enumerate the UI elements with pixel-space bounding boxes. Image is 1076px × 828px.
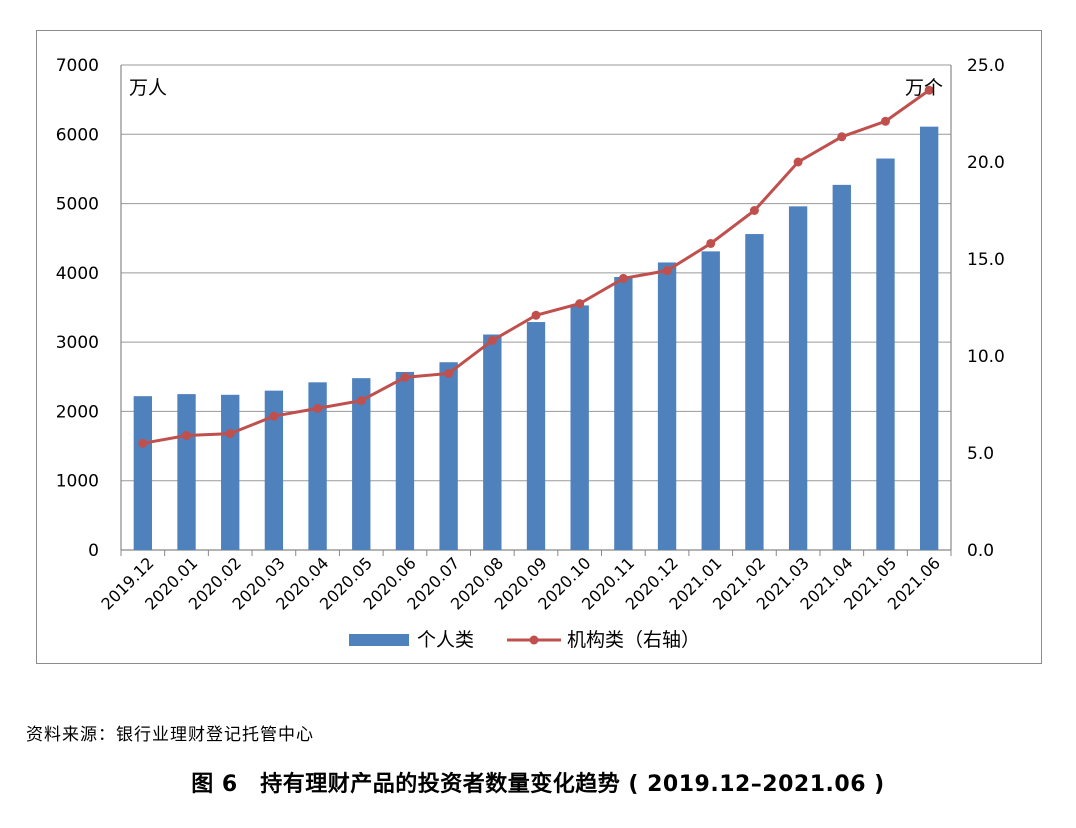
left-tick-label: 4000 [56,264,99,284]
bar [483,334,502,550]
bar [919,126,939,551]
line-point [575,299,585,309]
bar [352,378,371,550]
bar [526,322,546,550]
left-tick-label: 7000 [56,56,99,76]
source-note: 资料来源：银行业理财登记托管中心 [26,725,314,745]
line-point [618,273,628,283]
left-tick-label: 2000 [56,402,99,422]
line-point [313,403,323,413]
chart-frame: 0 1000 2000 3000 4000 5000 6000 7000 0.0 5.0 10.0 1… [36,30,1042,664]
line-point [793,157,803,167]
right-tick-label: 5.0 [967,444,994,464]
left-axis-unit: 万人 [129,77,167,99]
bar [745,234,764,551]
bar [221,394,240,550]
line-point [531,310,541,320]
line-point [182,431,192,441]
line-point [356,396,366,406]
line-point [924,85,934,95]
line-point [487,335,497,345]
bar [395,371,415,550]
bar [264,390,284,550]
right-tick-label: 20.0 [967,153,1005,173]
line-point [444,368,454,378]
bar [788,206,808,551]
bar [701,251,720,550]
left-tick-label: 6000 [56,125,99,145]
bar [439,362,458,550]
left-tick-label: 3000 [56,333,99,353]
left-tick-label: 1000 [56,472,99,492]
legend-swatch-bar [349,634,409,646]
line-point [400,372,410,382]
bar [876,158,895,550]
line-point [662,266,672,276]
line-point [138,438,148,448]
chart-svg: 0 1000 2000 3000 4000 5000 6000 7000 0.0 5.0 10.0 1… [56,56,1005,651]
line-point [225,429,235,439]
left-tick-label: 0 [88,541,99,561]
bar [133,396,153,550]
right-axis-unit: 万个 [905,77,943,99]
bar [177,394,196,550]
line-point [837,132,847,142]
line-point [880,116,890,126]
bar [832,184,851,550]
bar [308,382,327,550]
right-tick-label: 25.0 [967,56,1005,76]
bar [657,262,677,550]
right-tick-label: 10.0 [967,347,1005,367]
bar [614,277,633,550]
line-point [749,206,759,215]
right-tick-label: 15.0 [967,250,1005,270]
bar [570,305,589,550]
right-tick-label: 0.0 [967,541,994,561]
left-tick-label: 5000 [56,195,99,215]
line-point [269,411,279,421]
legend-label-line: 机构类（右轴） [567,629,700,651]
legend-swatch-point [529,635,539,645]
line-point [706,238,716,248]
legend-label-bar: 个人类 [417,629,474,651]
figure-caption: 图 6 持有理财产品的投资者数量变化趋势 ( 2019.12–2021.06 ) [191,772,885,797]
